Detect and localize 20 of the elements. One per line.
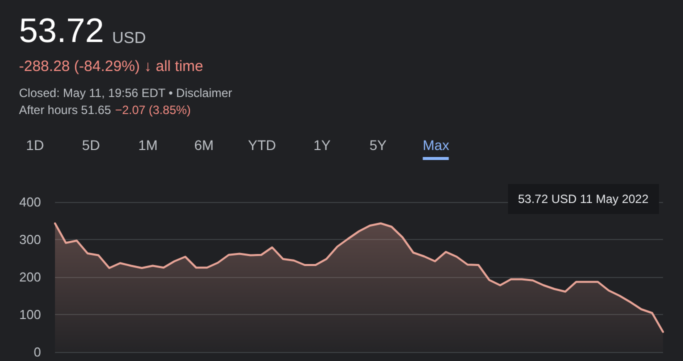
- text: 6M: [194, 137, 214, 155]
- y-tick-label: 200: [19, 270, 41, 284]
- text: 1M: [138, 137, 158, 155]
- chart-title: 53.72: [19, 12, 104, 51]
- text: 5D: [82, 137, 100, 155]
- text: Max: [422, 137, 450, 160]
- text: After hours 51.65: [19, 103, 112, 117]
- text: YTD: [248, 137, 276, 155]
- y-tick-label: 100: [19, 307, 41, 322]
- y-tick-label: 0: [34, 344, 41, 360]
- annotation: 53.72 USD 11 May 2022: [508, 184, 659, 214]
- text: 1D: [26, 137, 44, 155]
- y-tick-label: 300: [19, 232, 41, 247]
- y-tick-label: 400: [19, 194, 41, 210]
- text: −2.07 (3.85%): [115, 103, 191, 117]
- text: -288.28 (-84.29%) ↓ all time: [19, 58, 204, 75]
- text: USD: [112, 30, 146, 48]
- text: Closed: May 11, 19:56 EDT • Disclaimer: [19, 86, 232, 100]
- text: 5Y: [369, 137, 387, 155]
- text: 1Y: [313, 137, 331, 155]
